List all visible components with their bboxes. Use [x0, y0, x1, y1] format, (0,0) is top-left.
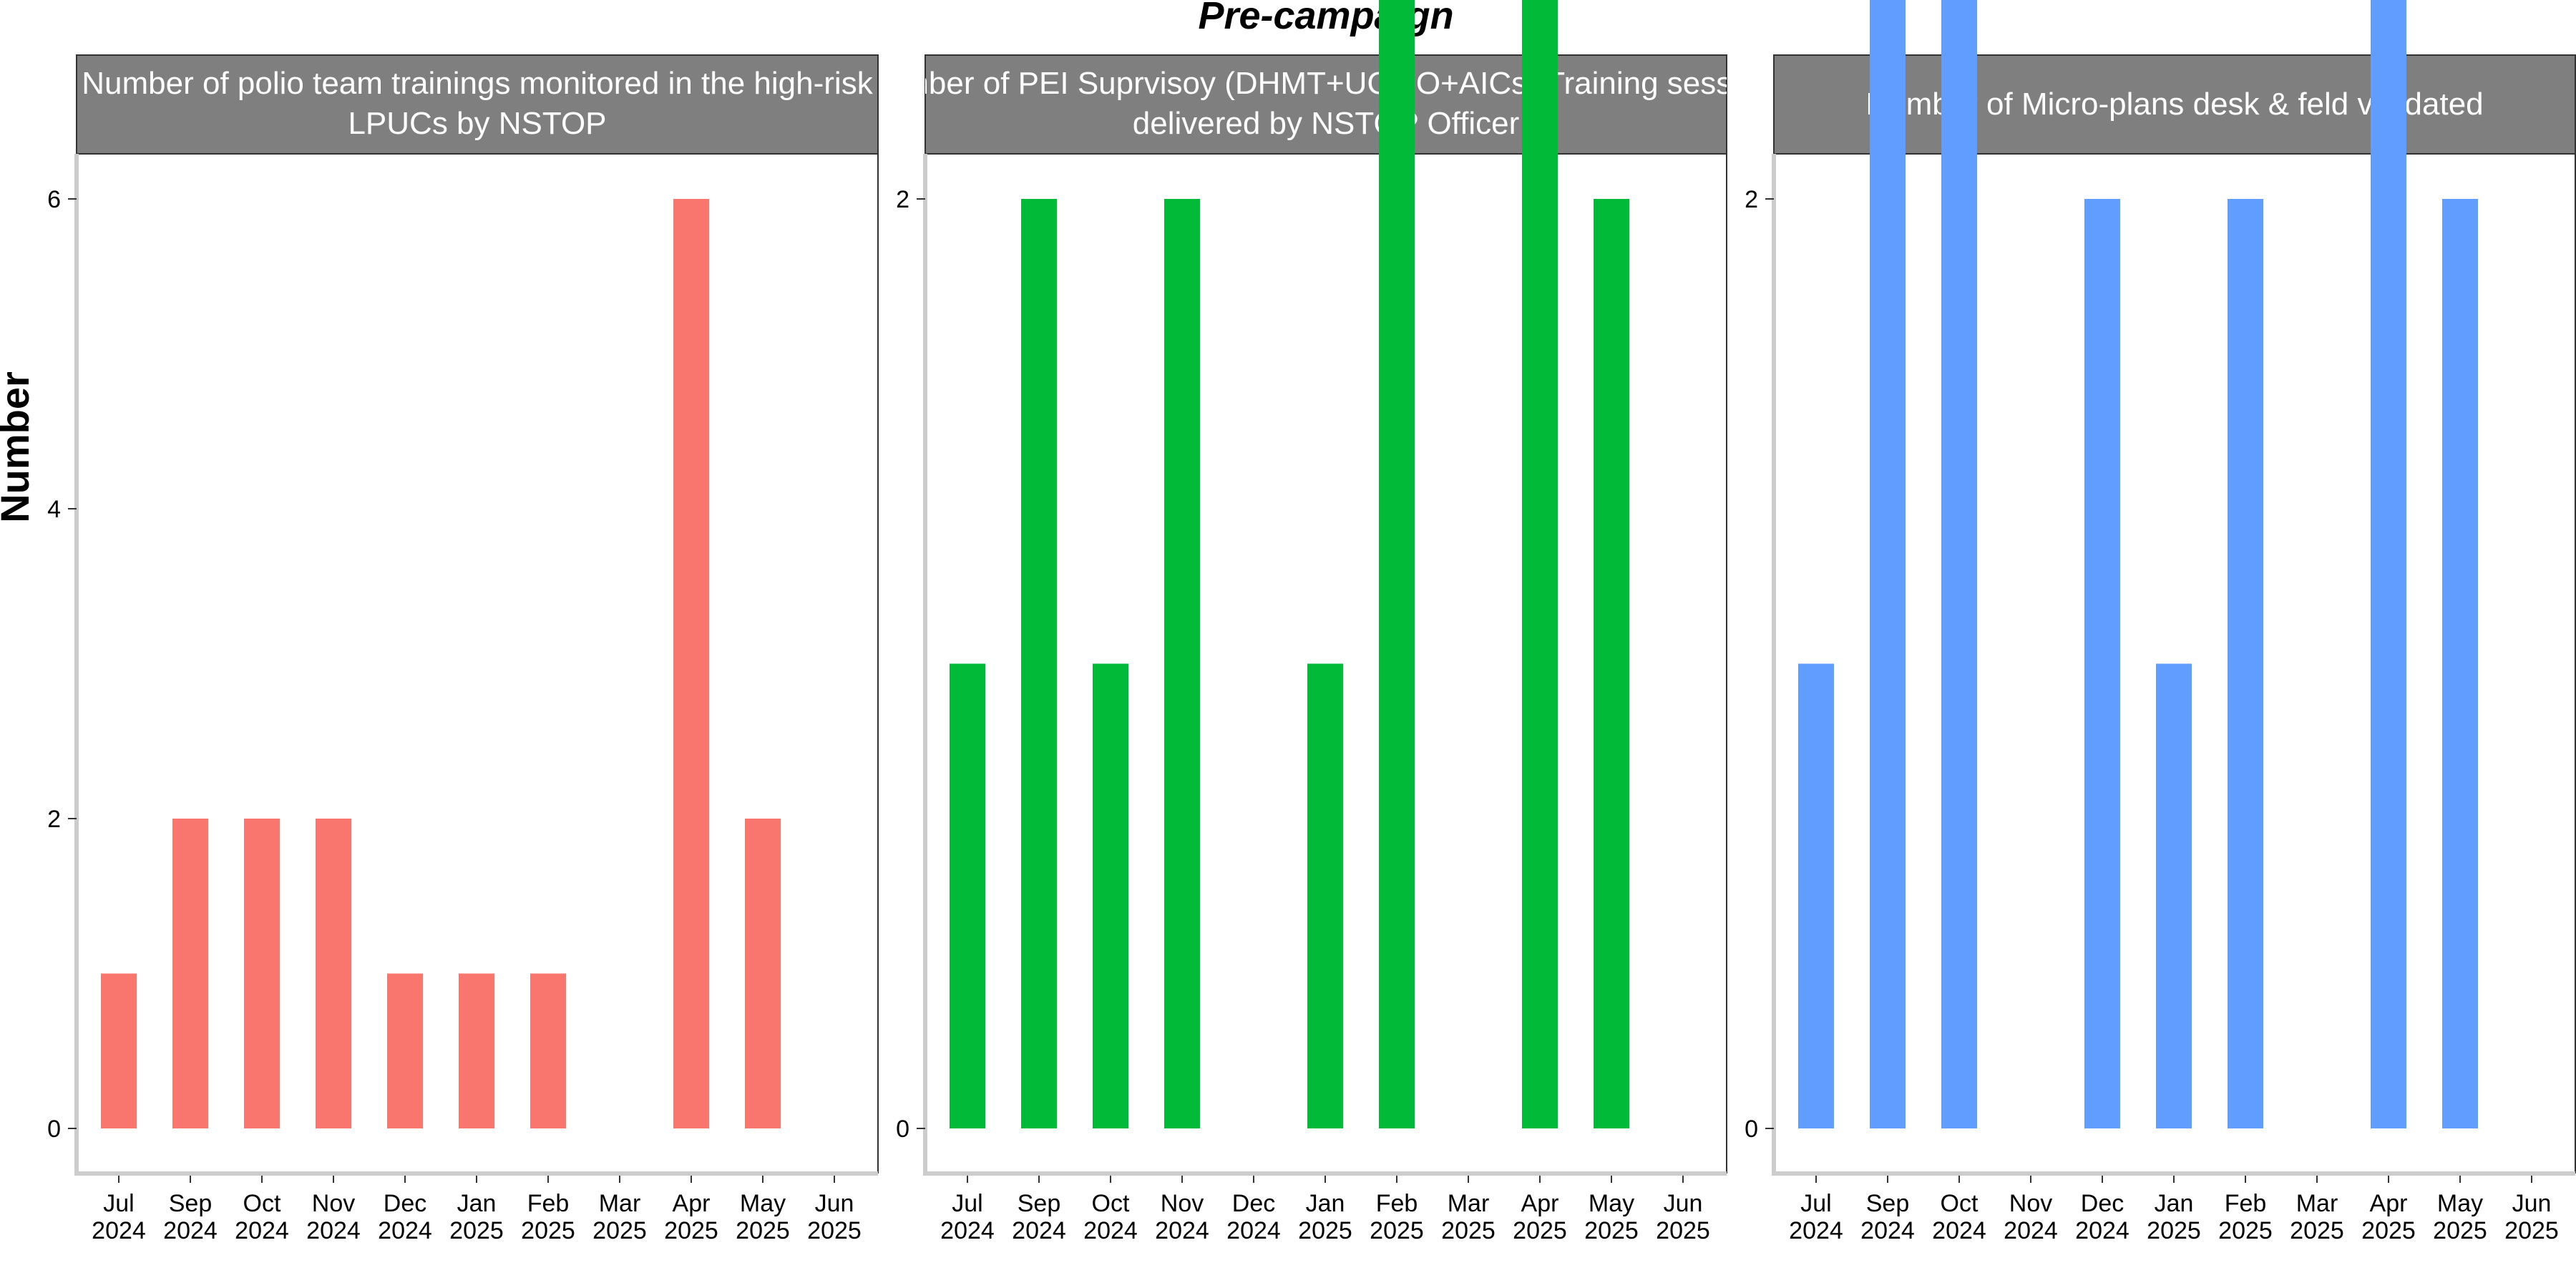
- chart-title: Pre-campaign: [1198, 0, 1453, 37]
- x-tick-label: Oct 2024: [235, 1190, 289, 1244]
- x-tick-label: Jan 2025: [2147, 1190, 2201, 1244]
- x-tick-label: Feb 2025: [1370, 1190, 1424, 1244]
- x-tick-label: Sep 2024: [1012, 1190, 1066, 1244]
- x-tick-label: Dec 2024: [1226, 1190, 1281, 1244]
- bar: [1870, 0, 1906, 1128]
- panel-1: Number of polio team trainings monitored…: [47, 54, 879, 1244]
- bar: [2156, 663, 2192, 1128]
- x-tick-label: Nov 2024: [2004, 1190, 2058, 1244]
- bar: [950, 663, 985, 1128]
- x-tick-label: Jun 2025: [2504, 1190, 2559, 1244]
- x-tick-label: Jun 2025: [807, 1190, 862, 1244]
- x-tick-label: Jun 2025: [1656, 1190, 1710, 1244]
- bar: [673, 199, 709, 1128]
- x-tick-label: Jul 2024: [940, 1190, 995, 1244]
- bar: [244, 819, 280, 1128]
- x-tick-label: Sep 2024: [163, 1190, 218, 1244]
- x-tick-label: Jul 2024: [1789, 1190, 1843, 1244]
- y-tick-label: 6: [47, 186, 61, 213]
- bar: [1941, 0, 1977, 1128]
- bar: [1093, 663, 1128, 1128]
- bar: [1522, 0, 1558, 1128]
- x-tick-label: Sep 2024: [1860, 1190, 1915, 1244]
- bar: [2228, 199, 2263, 1128]
- facet-strip-label: Number of PEI Suprvisoy (DHMT+UCMO+AICs)…: [862, 66, 1790, 141]
- x-tick-label: Feb 2025: [521, 1190, 575, 1244]
- y-tick-label: 4: [47, 496, 61, 523]
- x-tick-label: Dec 2024: [2075, 1190, 2129, 1244]
- facet-strip-text-line: Number of polio team trainings monitored…: [82, 66, 873, 101]
- bar: [1379, 0, 1415, 1128]
- x-tick-label: Nov 2024: [1155, 1190, 1209, 1244]
- x-tick-label: Feb 2025: [2218, 1190, 2273, 1244]
- y-tick-label: 0: [47, 1116, 61, 1143]
- bar: [745, 819, 781, 1128]
- x-tick-label: May 2025: [736, 1190, 790, 1244]
- y-axis-label: Number: [0, 371, 37, 523]
- bar: [2084, 199, 2120, 1128]
- bar: [172, 819, 208, 1128]
- bar: [101, 973, 137, 1128]
- x-tick-label: Apr 2025: [2361, 1190, 2416, 1244]
- panel-3: Number of Micro-plans desk & feld valida…: [1745, 0, 2576, 1244]
- x-tick-label: May 2025: [2433, 1190, 2487, 1244]
- facet-strip: [924, 54, 1727, 155]
- bar: [2371, 0, 2406, 1128]
- facet-strip-label: Number of polio team trainings monitored…: [82, 66, 873, 141]
- x-tick-label: Dec 2024: [378, 1190, 432, 1244]
- x-tick-label: Mar 2025: [2290, 1190, 2344, 1244]
- x-tick-label: Mar 2025: [592, 1190, 647, 1244]
- x-tick-label: Oct 2024: [1932, 1190, 1986, 1244]
- facet-strip-text-line: LPUCs by NSTOP: [348, 106, 606, 141]
- y-tick-label: 0: [896, 1116, 909, 1143]
- y-tick-label: 2: [47, 806, 61, 833]
- x-tick-label: Apr 2025: [664, 1190, 718, 1244]
- bar: [2442, 199, 2478, 1128]
- bar: [387, 973, 423, 1128]
- panels: Number of polio team trainings monitored…: [47, 0, 2576, 1244]
- bar: [459, 973, 494, 1128]
- bar: [1164, 199, 1200, 1128]
- x-tick-label: Jul 2024: [92, 1190, 146, 1244]
- bar: [1594, 199, 1629, 1128]
- facet-strip: [1773, 54, 2576, 155]
- facet-strip-text-line: delivered by NSTOP Officer: [1133, 106, 1519, 141]
- bar: [530, 973, 566, 1128]
- bar: [1307, 663, 1343, 1128]
- bar: [316, 819, 351, 1128]
- x-tick-label: Jan 2025: [449, 1190, 504, 1244]
- x-tick-label: Mar 2025: [1441, 1190, 1496, 1244]
- y-tick-label: 0: [1745, 1116, 1758, 1143]
- x-tick-label: Jan 2025: [1298, 1190, 1352, 1244]
- facet-strip-text-line: Number of PEI Suprvisoy (DHMT+UCMO+AICs)…: [862, 66, 1790, 101]
- y-tick-label: 2: [1745, 186, 1758, 213]
- x-tick-label: Apr 2025: [1513, 1190, 1567, 1244]
- x-tick-label: Oct 2024: [1083, 1190, 1138, 1244]
- y-tick-label: 2: [896, 186, 909, 213]
- facet-strip: [76, 54, 879, 155]
- bar: [1021, 199, 1057, 1128]
- bar: [1798, 663, 1834, 1128]
- panel-2: Number of PEI Suprvisoy (DHMT+UCMO+AICs)…: [862, 0, 1790, 1244]
- x-tick-label: Nov 2024: [306, 1190, 361, 1244]
- x-tick-label: May 2025: [1584, 1190, 1639, 1244]
